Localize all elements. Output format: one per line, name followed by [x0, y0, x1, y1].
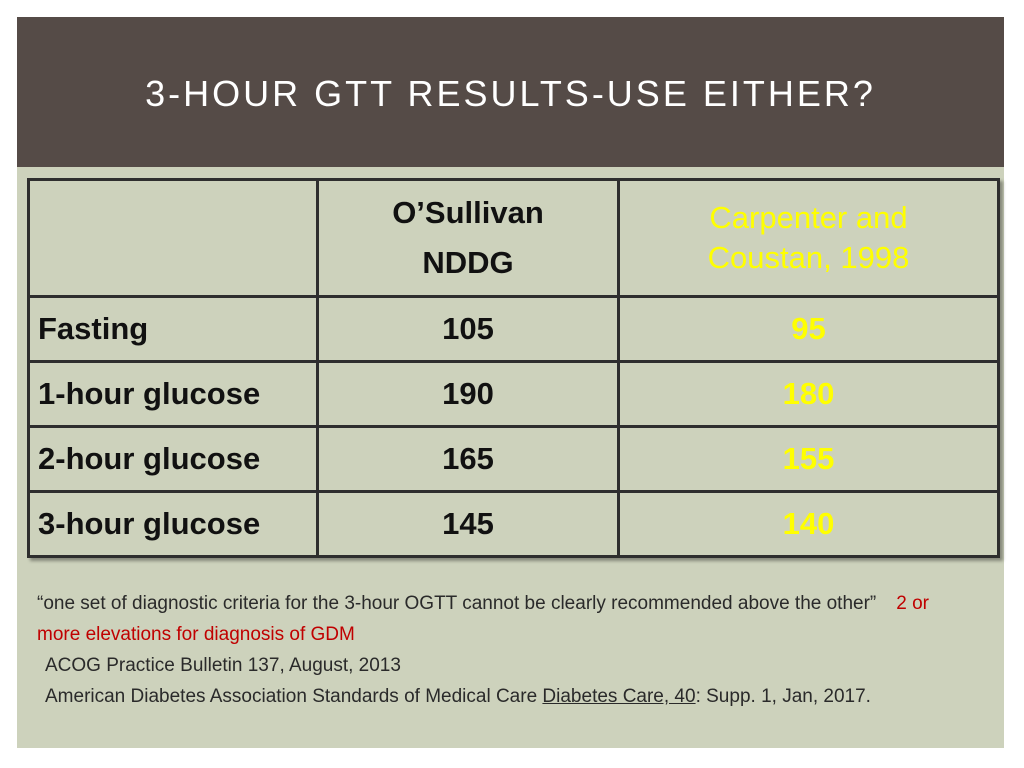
value-cell: 140: [617, 490, 1000, 558]
row-label: Fasting: [27, 295, 319, 363]
value-cell: 95: [617, 295, 1000, 363]
criteria-table: O’Sullivan NDDG Carpenter and Coustan, 199…: [27, 178, 1000, 558]
header-line: Carpenter and: [709, 200, 908, 235]
source-text: : Supp. 1, Jan, 2017.: [695, 686, 871, 707]
value-cell: 155: [617, 425, 1000, 493]
value-cell: 165: [316, 425, 620, 493]
value-cell: 145: [316, 490, 620, 558]
value-cell: 105: [316, 295, 620, 363]
column-header: O’Sullivan NDDG: [316, 178, 620, 298]
row-label: 2-hour glucose: [27, 425, 319, 493]
source: American Diabetes Association Standards …: [37, 681, 977, 712]
journal: Diabetes Care, 40: [542, 686, 696, 707]
header-line: Coustan, 1998: [707, 240, 910, 275]
row: 1-hour glucose 190 180: [27, 360, 1000, 428]
emphasis: 2 or more elevations for diagnosis of GD…: [37, 593, 929, 645]
column-header: Carpenter and Coustan, 1998: [617, 178, 1000, 298]
row: 2-hour glucose 165 155: [27, 425, 1000, 493]
header-line: O’Sullivan: [392, 195, 544, 230]
quote: “one set of diagnostic criteria for the …: [37, 593, 877, 614]
source: ACOG Practice Bulletin 137, August, 2013: [45, 655, 401, 676]
note-line: “one set of diagnostic criteria for the …: [37, 588, 977, 650]
row: Fasting 105 95: [27, 295, 1000, 363]
header-row: O’Sullivan NDDG Carpenter and Coustan, 199…: [27, 178, 1000, 298]
header-line: NDDG: [422, 245, 514, 280]
row-label: 3-hour glucose: [27, 490, 319, 558]
row: 3-hour glucose 145 140: [27, 490, 1000, 558]
header-bar: 3-HOUR GTT RESULTS-USE EITHER?: [17, 17, 1004, 167]
slide-title: 3-HOUR GTT RESULTS-USE EITHER?: [145, 73, 876, 114]
value-cell: 180: [617, 360, 1000, 428]
row-label: 1-hour glucose: [27, 360, 319, 428]
value-cell: 190: [316, 360, 620, 428]
notes: “one set of diagnostic criteria for the …: [37, 588, 977, 712]
source-text: American Diabetes Association Standards …: [45, 686, 538, 707]
empty-cell: [27, 178, 319, 298]
content-area: O’Sullivan NDDG Carpenter and Coustan, 199…: [17, 167, 1004, 748]
